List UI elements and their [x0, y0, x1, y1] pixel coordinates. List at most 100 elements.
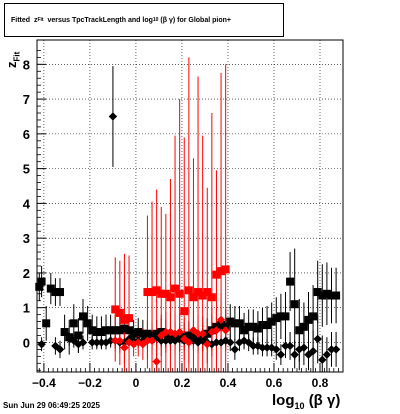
data-point-diamond	[88, 338, 97, 347]
data-point-square	[180, 307, 189, 316]
data-point-diamond	[147, 336, 157, 345]
data-point-square	[157, 289, 166, 298]
data-point-square	[125, 314, 134, 323]
data-point-diamond	[69, 336, 79, 345]
data-point-square	[189, 331, 198, 340]
data-point-square	[212, 270, 221, 279]
data-point-square	[111, 326, 120, 335]
data-point-square	[207, 293, 216, 302]
data-point-square	[56, 288, 65, 297]
y-axis-title-main: z	[4, 61, 19, 69]
data-point-square	[304, 315, 313, 324]
data-point-square	[111, 305, 120, 314]
data-point-square	[249, 322, 258, 331]
x-axis-title-sub: 10	[294, 401, 305, 411]
data-point-diamond	[97, 338, 106, 347]
data-point-square	[88, 326, 97, 335]
data-point-diamond	[313, 334, 322, 344]
data-point-square	[281, 312, 290, 321]
data-point-square	[217, 267, 226, 276]
data-point-diamond	[92, 338, 102, 347]
data-point-diamond	[281, 341, 290, 351]
x-axis-title: log10 (β γ)	[272, 392, 340, 411]
y-tick-label: 0	[23, 335, 30, 350]
data-point-square	[313, 288, 322, 297]
data-point-square	[244, 322, 253, 331]
data-point-square	[83, 319, 92, 328]
data-point-square	[143, 288, 152, 297]
data-point-diamond	[249, 341, 258, 351]
data-point-diamond	[258, 343, 267, 352]
data-point-square	[194, 288, 203, 297]
data-point-diamond	[106, 336, 115, 345]
data-point-square	[184, 331, 193, 340]
data-point-square	[221, 265, 230, 274]
data-point-square	[286, 277, 295, 286]
data-point-square	[258, 321, 267, 330]
data-point-square	[263, 321, 272, 330]
data-point-square	[226, 317, 235, 326]
data-point-diamond	[143, 336, 152, 345]
data-point-square	[171, 284, 180, 293]
data-point-diamond	[331, 345, 341, 354]
data-point-square	[217, 321, 226, 330]
title-tail: (β γ) for Global pion+	[160, 16, 231, 24]
data-point-diamond	[111, 336, 120, 345]
data-point-square	[134, 328, 143, 337]
data-point-square	[69, 319, 78, 328]
data-point-diamond	[262, 343, 272, 352]
data-point-square	[290, 300, 299, 309]
data-point-diamond	[285, 341, 295, 351]
y-tick-label: 8	[23, 57, 30, 72]
data-point-diamond	[226, 338, 235, 347]
data-point-diamond	[120, 343, 129, 352]
data-point-square	[230, 319, 239, 328]
y-tick-label: 2	[23, 266, 30, 281]
chart-title: Fitted z Fit versus TpcTrackLength and lo…	[4, 3, 284, 37]
data-point-square	[60, 328, 69, 337]
data-point-diamond	[272, 345, 281, 354]
title-mid: versus TpcTrackLength and log	[47, 16, 153, 24]
y-tick-label: 1	[23, 301, 30, 316]
data-point-square	[327, 291, 336, 300]
data-point-diamond	[216, 315, 226, 325]
y-tick-label: 4	[23, 196, 31, 211]
data-point-square	[129, 329, 138, 338]
data-point-square	[253, 324, 262, 333]
data-point-square	[198, 291, 207, 300]
tick-layer	[37, 50, 339, 372]
data-point-diamond	[152, 357, 161, 366]
x-tick-label: 0.2	[174, 376, 191, 390]
data-point-square	[152, 286, 161, 295]
data-point-diamond	[308, 346, 318, 356]
plot-frame	[36, 39, 344, 373]
data-point-square	[120, 324, 129, 333]
data-point-square	[166, 293, 175, 302]
data-point-square	[332, 291, 341, 300]
data-point-square	[148, 288, 157, 297]
data-point-diamond	[299, 343, 309, 352]
data-point-square	[79, 312, 88, 321]
data-point-square	[161, 289, 170, 298]
x-tick-label: 0.4	[220, 376, 237, 390]
title-prefix: Fitted	[11, 16, 31, 24]
data-point-diamond	[198, 329, 207, 338]
data-point-diamond	[161, 327, 171, 337]
x-tick-label: 0.8	[312, 376, 329, 390]
y-tick-label: 6	[23, 127, 30, 142]
y-axis-title-sub: Fit	[12, 51, 22, 62]
data-point-diamond	[322, 350, 332, 359]
data-point-diamond	[221, 336, 230, 345]
title-var: z	[33, 16, 38, 24]
data-point-square	[115, 308, 124, 317]
data-point-diamond	[166, 336, 175, 345]
data-point-diamond	[221, 326, 230, 335]
data-point-diamond	[327, 345, 336, 354]
data-point-diamond	[212, 338, 221, 347]
data-point-diamond	[318, 355, 327, 365]
data-point-square	[184, 286, 193, 295]
data-point-square	[203, 288, 212, 297]
y-tick-label: 3	[23, 231, 30, 246]
data-point-diamond	[184, 338, 194, 347]
